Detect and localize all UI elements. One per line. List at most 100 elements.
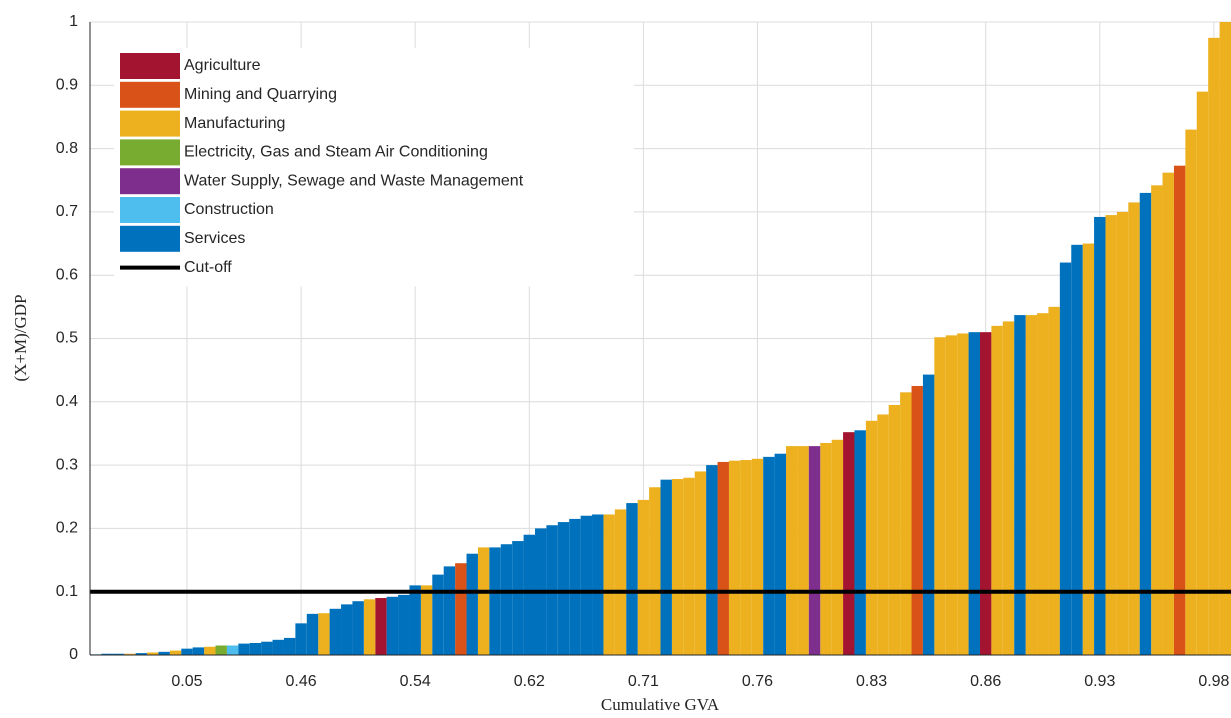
- legend-label: Manufacturing: [184, 115, 285, 132]
- x-tick-label: 0.76: [742, 673, 773, 690]
- bar: [135, 653, 148, 655]
- y-tick-label: 0.3: [56, 456, 78, 473]
- bar: [1037, 313, 1049, 655]
- bar: [420, 585, 433, 655]
- bar: [637, 499, 650, 655]
- bar: [569, 518, 581, 655]
- bar: [1219, 22, 1231, 655]
- x-tick-label: 0.93: [1084, 673, 1115, 690]
- bar: [991, 325, 1003, 655]
- bar: [523, 534, 535, 655]
- bar: [352, 601, 364, 655]
- bar: [877, 414, 889, 655]
- bar: [854, 430, 866, 655]
- bar: [169, 650, 182, 655]
- bar: [147, 652, 159, 655]
- bar: [1151, 185, 1163, 655]
- bar: [865, 420, 878, 655]
- bar: [443, 566, 456, 655]
- bar: [774, 453, 787, 655]
- x-tick-label: 0.86: [970, 673, 1001, 690]
- y-axis-label: (X+M)/GDP: [11, 294, 30, 381]
- y-tick-label: 0.2: [56, 520, 78, 537]
- y-tick-label: 0: [69, 646, 78, 663]
- bar: [295, 623, 307, 655]
- bar: [181, 648, 193, 655]
- bar: [922, 374, 935, 655]
- bar: [706, 465, 718, 655]
- bar: [626, 503, 638, 655]
- bar: [649, 487, 661, 655]
- bar: [204, 646, 216, 655]
- bar: [1048, 306, 1060, 655]
- bar: [1059, 262, 1072, 655]
- legend-swatch: [120, 110, 180, 137]
- y-tick-label: 0.4: [56, 393, 78, 410]
- bar: [341, 604, 353, 655]
- bar: [398, 594, 410, 655]
- x-tick-label: 0.71: [628, 673, 659, 690]
- bar: [694, 471, 707, 655]
- y-tick-label: 0.7: [56, 203, 78, 220]
- bar: [306, 613, 319, 655]
- bar: [911, 385, 923, 655]
- bar: [751, 458, 764, 655]
- y-tick-label: 0.5: [56, 330, 78, 347]
- bar: [1139, 192, 1152, 655]
- x-tick-label: 0.62: [514, 673, 545, 690]
- bar: [192, 647, 205, 655]
- bar: [614, 509, 627, 655]
- legend-label: Electricity, Gas and Steam Air Condition…: [184, 144, 488, 161]
- bar: [1105, 215, 1117, 655]
- x-tick-label: 0.98: [1198, 673, 1229, 690]
- bar: [1162, 172, 1174, 656]
- legend-swatch: [120, 168, 180, 195]
- legend-label: Services: [184, 230, 245, 247]
- bar: [979, 332, 992, 655]
- bar: [1116, 211, 1129, 655]
- bar: [1002, 321, 1015, 655]
- bar: [843, 432, 855, 655]
- bar: [945, 335, 958, 655]
- y-tick-label: 1: [69, 13, 78, 30]
- bar: [238, 643, 250, 655]
- bar: [831, 439, 844, 655]
- y-tick-label: 0.9: [56, 77, 78, 94]
- bar: [900, 392, 912, 655]
- bar: [557, 522, 570, 655]
- bar: [329, 608, 342, 655]
- bar: [580, 515, 593, 655]
- legend-label: Mining and Quarrying: [184, 86, 337, 103]
- bar: [489, 547, 501, 655]
- x-tick-label: 0.54: [400, 673, 431, 690]
- bar: [740, 460, 752, 655]
- bar: [375, 598, 387, 655]
- y-tick-label: 0.1: [56, 583, 78, 600]
- bar: [968, 332, 980, 655]
- bar: [158, 651, 170, 655]
- legend-label: Agriculture: [184, 57, 261, 74]
- bar: [786, 446, 798, 655]
- bar: [261, 641, 273, 655]
- bar: [283, 637, 296, 655]
- bar: [272, 639, 284, 655]
- bar: [318, 613, 330, 655]
- bar: [249, 642, 262, 655]
- bar: [1185, 129, 1197, 656]
- bar: [763, 456, 775, 655]
- bar: [363, 599, 376, 655]
- legend-swatch: [120, 139, 180, 166]
- bar: [1196, 91, 1209, 655]
- x-axis-label: Cumulative GVA: [601, 695, 720, 714]
- bar: [603, 514, 615, 655]
- y-tick-label: 0.8: [56, 140, 78, 157]
- bar: [112, 653, 125, 655]
- bar: [592, 514, 604, 655]
- bar: [477, 547, 490, 655]
- bar: [797, 446, 809, 655]
- bar: [671, 479, 684, 655]
- bar: [1128, 202, 1140, 655]
- bar: [226, 645, 239, 655]
- bar: [888, 404, 901, 655]
- legend-label: Construction: [184, 201, 274, 218]
